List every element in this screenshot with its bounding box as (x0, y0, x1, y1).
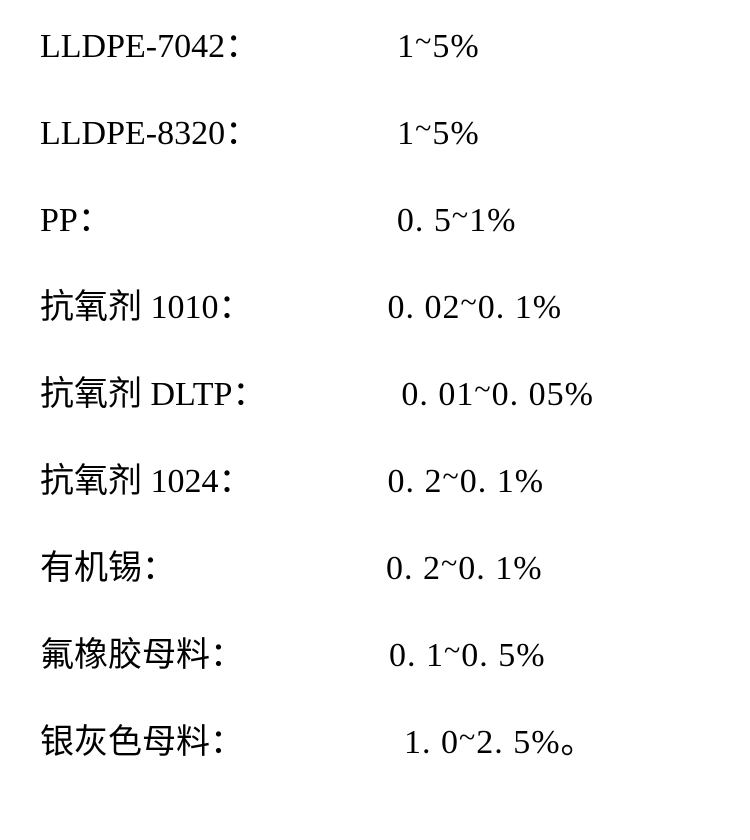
ingredient-label: 抗氧剂 1024 (40, 465, 219, 499)
value-post: 1% (469, 202, 516, 239)
colon: ： (142, 552, 176, 586)
ingredient-label: 有机锡 (40, 552, 142, 586)
list-item: 抗氧剂 1010： 0. 02~0. 1% (40, 291, 700, 325)
list-item: 氟橡胶母料： 0. 1~0. 5% (40, 639, 700, 673)
tilde: ~ (459, 721, 476, 754)
value-post: 0. 1% (460, 463, 544, 500)
ingredient-label: LLDPE-7042 (40, 30, 225, 64)
list-item: LLDPE-8320： 1~5% (40, 117, 700, 151)
list-item: 抗氧剂 1024： 0. 2~0. 1% (40, 465, 700, 499)
colon: ： (225, 117, 259, 151)
ingredient-value: 0. 2~0. 1% (388, 465, 545, 499)
ingredient-value: 1~5% (397, 117, 480, 151)
colon: ： (232, 378, 266, 412)
tilde: ~ (452, 199, 469, 232)
value-post: 0. 5% (461, 637, 545, 674)
ingredient-value: 1~5% (397, 30, 480, 64)
tilde: ~ (441, 547, 458, 580)
colon: ： (210, 726, 244, 760)
ingredient-value: 1. 0~2. 5%。 (404, 726, 596, 760)
list-item: 银灰色母料： 1. 0~2. 5%。 (40, 726, 700, 760)
ingredient-label: 抗氧剂 1010 (40, 291, 219, 325)
ingredient-label: 氟橡胶母料 (40, 639, 210, 673)
ingredient-value: 0. 5~1% (397, 204, 517, 238)
list-item: PP： 0. 5~1% (40, 204, 700, 238)
tilde: ~ (461, 286, 478, 319)
ingredient-value: 0. 01~0. 05% (401, 378, 594, 412)
value-post: 0. 05% (492, 376, 594, 413)
value-pre: 0. 1 (389, 637, 444, 674)
ingredient-label: 抗氧剂 DLTP (40, 378, 232, 412)
value-pre: 0. 02 (388, 289, 461, 326)
formulation-list: LLDPE-7042： 1~5% LLDPE-8320： 1~5% PP： 0.… (0, 0, 750, 790)
value-post: 5% (432, 115, 479, 152)
value-pre: 1 (397, 28, 415, 65)
value-post: 0. 1% (478, 289, 562, 326)
tilde: ~ (444, 634, 461, 667)
ingredient-value: 0. 1~0. 5% (389, 639, 546, 673)
tilde: ~ (415, 25, 432, 58)
value-post: 0. 1% (458, 550, 542, 587)
colon: ： (78, 204, 112, 238)
ingredient-value: 0. 2~0. 1% (386, 552, 543, 586)
list-item: 抗氧剂 DLTP： 0. 01~0. 05% (40, 378, 700, 412)
ingredient-label: PP (40, 204, 78, 238)
list-item: LLDPE-7042： 1~5% (40, 30, 700, 64)
value-pre: 0. 2 (386, 550, 441, 587)
tilde: ~ (474, 373, 491, 406)
colon: ： (210, 639, 244, 673)
tilde: ~ (415, 112, 432, 145)
value-pre: 1. 0 (404, 724, 459, 761)
colon: ： (225, 30, 259, 64)
ingredient-label: 银灰色母料 (40, 726, 210, 760)
value-post: 2. 5%。 (476, 724, 595, 761)
list-item: 有机锡： 0. 2~0. 1% (40, 552, 700, 586)
tilde: ~ (443, 460, 460, 493)
value-pre: 1 (397, 115, 415, 152)
colon: ： (219, 291, 253, 325)
value-pre: 0. 2 (388, 463, 443, 500)
ingredient-value: 0. 02~0. 1% (388, 291, 563, 325)
value-post: 5% (432, 28, 479, 65)
value-pre: 0. 01 (401, 376, 474, 413)
ingredient-label: LLDPE-8320 (40, 117, 225, 151)
value-pre: 0. 5 (397, 202, 452, 239)
colon: ： (219, 465, 253, 499)
